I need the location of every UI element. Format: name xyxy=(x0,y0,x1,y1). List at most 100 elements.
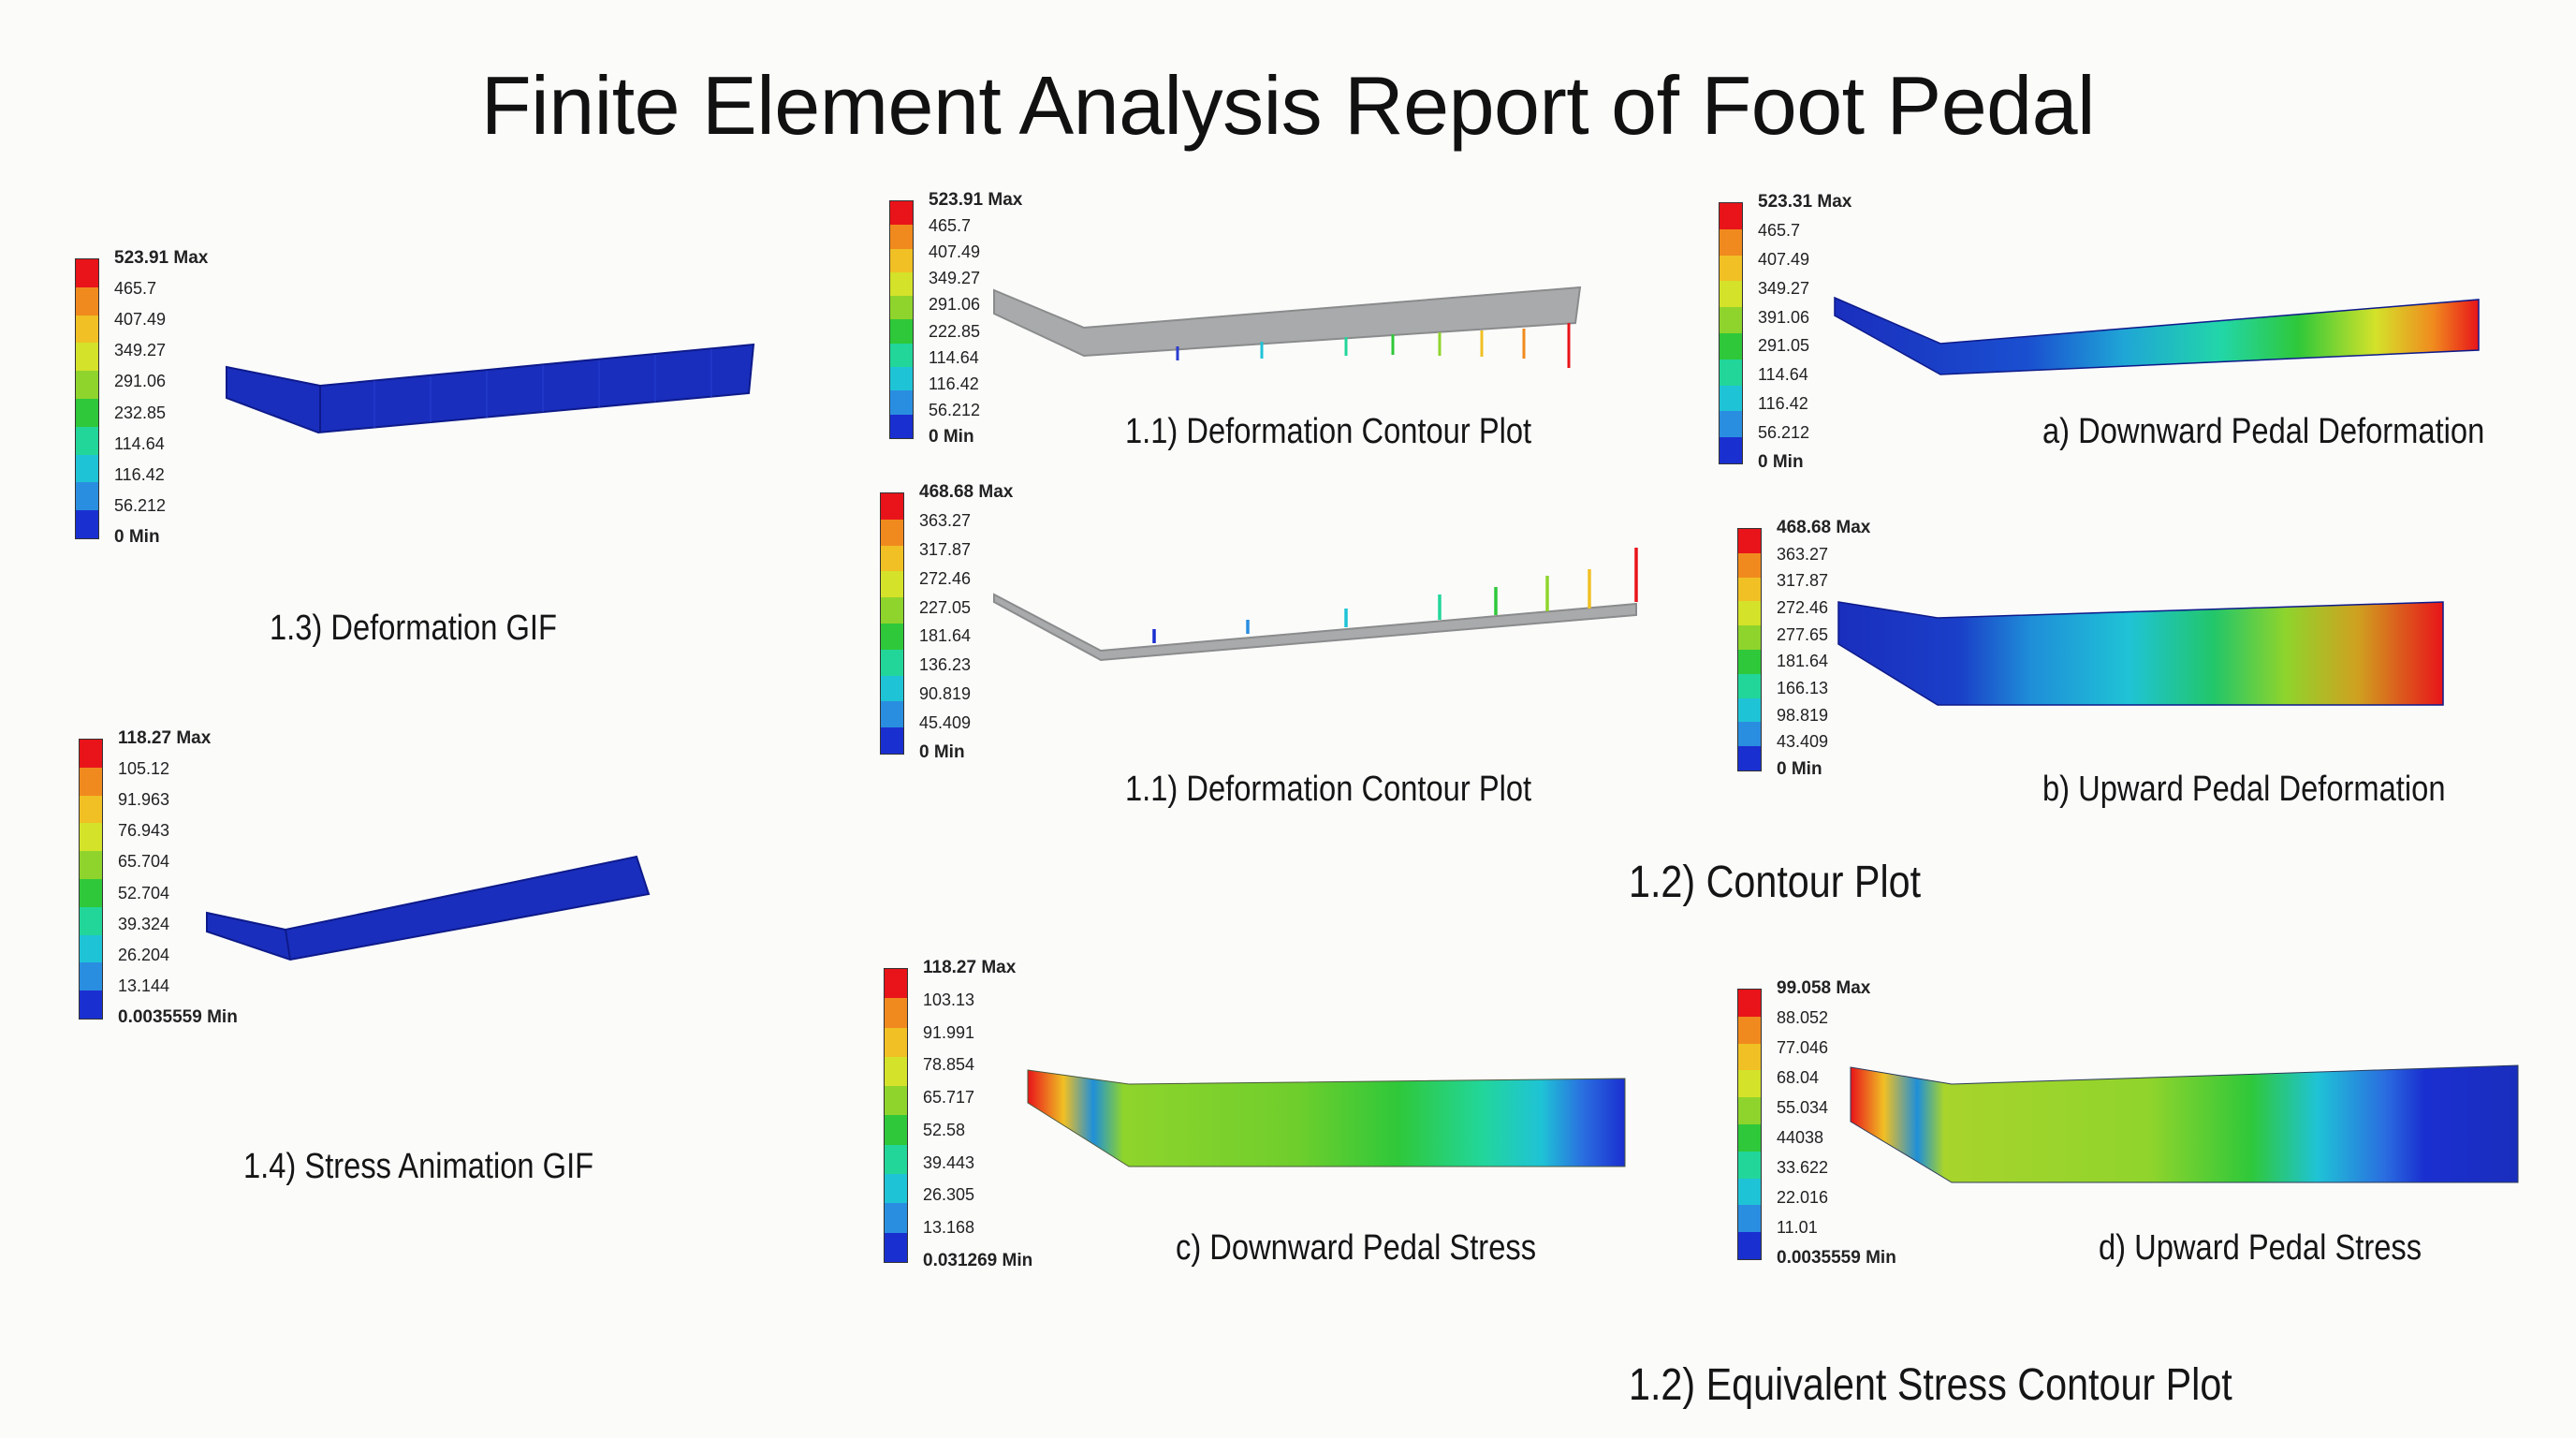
legend-min-label: 0.0035559 Min xyxy=(1777,1248,1896,1268)
color-scale-bar xyxy=(884,968,908,1263)
legend-value-label: 56.212 xyxy=(1758,423,1810,443)
deformation-contour-1-pedal xyxy=(993,286,1582,368)
legend-value-label: 407.49 xyxy=(114,310,167,330)
color-band xyxy=(76,398,98,427)
legend-value-label: 363.27 xyxy=(919,510,972,530)
legend-min-label: 0 Min xyxy=(919,742,965,762)
color-band xyxy=(80,934,102,963)
legend-value-label: 90.819 xyxy=(919,684,972,704)
color-scale-bar xyxy=(889,200,914,439)
color-band xyxy=(1738,1232,1761,1259)
color-band xyxy=(885,998,907,1028)
color-band xyxy=(1720,307,1742,333)
color-band xyxy=(1738,1070,1761,1098)
color-band xyxy=(881,649,903,676)
legend-value-label: 56.212 xyxy=(114,495,167,515)
deformation-contour-2-pedal xyxy=(993,548,1638,662)
legend-min-label: 0 Min xyxy=(1777,759,1822,779)
color-band xyxy=(1738,625,1761,650)
legend-deformation-gif: 523.91 Max 465.7 407.49 349.27 291.06 232.85 1… xyxy=(75,248,262,547)
color-band xyxy=(80,906,102,935)
color-band xyxy=(885,1174,907,1204)
upward-deformation-pedal xyxy=(1837,601,2444,706)
legend-value-label: 291.06 xyxy=(114,372,167,391)
legend-value-label: 103.13 xyxy=(923,990,975,1009)
color-band xyxy=(881,701,903,728)
legend-value-label: 465.7 xyxy=(114,279,157,299)
legend-value-label: 68.04 xyxy=(1777,1068,1820,1087)
color-band xyxy=(885,1027,907,1057)
legend-value-label: 91.991 xyxy=(923,1022,975,1042)
color-band xyxy=(890,225,913,249)
color-band xyxy=(1738,577,1761,602)
legend-min-label: 0.031269 Min xyxy=(923,1251,1033,1270)
color-band xyxy=(76,510,98,538)
color-scale-bar xyxy=(1737,989,1762,1260)
color-band xyxy=(885,1203,907,1233)
color-scale-bar xyxy=(1719,202,1743,464)
legend-value-label: 39.324 xyxy=(118,914,170,933)
caption-equivalent-stress: 1.2) Equivalent Stress Contour Plot xyxy=(1629,1360,2232,1410)
color-band xyxy=(885,1086,907,1116)
legend-value-label: 116.42 xyxy=(929,374,979,393)
color-band xyxy=(76,426,98,455)
caption-contour-plot: 1.2) Contour Plot xyxy=(1629,858,1922,907)
color-band xyxy=(881,493,903,520)
legend-value-label: 291.05 xyxy=(1758,336,1810,356)
color-band xyxy=(76,286,98,315)
color-band xyxy=(1738,990,1761,1017)
legend-value-label: 272.46 xyxy=(919,568,972,588)
legend-value-label: 114.64 xyxy=(114,433,165,453)
legend-downward-deformation: 523.31 Max 465.7 407.49 349.27 391.06 291.05 1… xyxy=(1719,192,1906,472)
color-band xyxy=(890,343,913,368)
legend-value-label: 13.144 xyxy=(118,976,170,995)
legend-max-label: 118.27 Max xyxy=(923,958,1017,977)
legend-downward-stress: 118.27 Max 103.13 91.991 78.854 65.717 52.58 3… xyxy=(884,958,1099,1270)
legend-max-label: 523.91 Max xyxy=(929,190,1023,210)
color-band xyxy=(1738,722,1761,747)
legend-max-label: 99.058 Max xyxy=(1777,978,1871,998)
legend-value-label: 166.13 xyxy=(1777,679,1829,697)
color-band xyxy=(80,740,102,768)
color-band xyxy=(881,727,903,754)
color-band xyxy=(890,296,913,320)
legend-max-label: 118.27 Max xyxy=(118,728,212,748)
color-band xyxy=(1720,437,1742,463)
caption-deformation-gif: 1.3) Deformation GIF xyxy=(270,609,557,648)
legend-value-label: 76.943 xyxy=(118,821,170,841)
color-band xyxy=(1720,411,1742,438)
color-band xyxy=(881,519,903,546)
color-band xyxy=(890,390,913,415)
color-scale-bar xyxy=(880,492,904,755)
color-band xyxy=(890,248,913,272)
caption-deformation-contour-1: 1.1) Deformation Contour Plot xyxy=(1125,412,1532,451)
color-band xyxy=(80,767,102,796)
color-band xyxy=(80,851,102,879)
legend-value-label: 45.409 xyxy=(919,713,972,733)
color-band xyxy=(1738,1043,1761,1071)
color-band xyxy=(881,597,903,624)
legend-value-label: 465.7 xyxy=(929,216,972,236)
color-band xyxy=(881,675,903,702)
color-band xyxy=(1738,1123,1761,1152)
legend-min-label: 0 Min xyxy=(114,527,160,547)
color-band xyxy=(885,1144,907,1175)
legend-value-label: 33.622 xyxy=(1777,1158,1829,1177)
color-band xyxy=(80,878,102,907)
color-band xyxy=(881,545,903,572)
legend-value-label: 65.704 xyxy=(118,852,170,872)
color-band xyxy=(1738,1016,1761,1044)
legend-min-label: 0 Min xyxy=(1758,452,1804,472)
legend-value-label: 136.23 xyxy=(919,655,972,675)
legend-value-label: 349.27 xyxy=(929,269,981,288)
legend-max-label: 468.68 Max xyxy=(1777,518,1871,537)
color-band xyxy=(76,482,98,511)
color-band xyxy=(1738,1097,1761,1124)
color-band xyxy=(1738,1151,1761,1179)
color-band xyxy=(76,371,98,399)
legend-value-label: 77.046 xyxy=(1777,1038,1829,1057)
legend-value-label: 116.42 xyxy=(1758,394,1808,414)
color-band xyxy=(1738,649,1761,674)
page-title: Finite Element Analysis Report of Foot P… xyxy=(480,59,2096,152)
legend-max-label: 523.91 Max xyxy=(114,248,209,268)
